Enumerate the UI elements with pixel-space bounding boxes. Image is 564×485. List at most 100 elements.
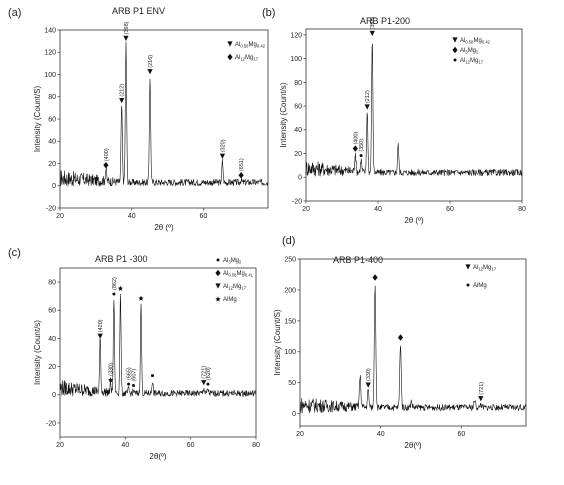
legend-marker — [227, 41, 233, 47]
x-tick-label: 20 — [296, 431, 304, 438]
legend-marker — [465, 264, 471, 270]
legend-label: Al3Mg2 — [223, 258, 242, 265]
y-tick-label: 120 — [290, 32, 302, 39]
y-tick-label: 140 — [44, 27, 56, 34]
x-tick-label: 60 — [200, 213, 208, 220]
peak-0-marker — [352, 145, 358, 152]
peak-0-label: (400) — [104, 148, 110, 161]
y-axis-label: Intensity (Count/S) — [33, 86, 42, 153]
peak-0-marker — [97, 333, 103, 339]
peak-2-marker — [364, 104, 370, 110]
peak-3-label: (398) — [370, 16, 376, 29]
peak-2-marker — [112, 292, 116, 296]
y-tick-label: 20 — [48, 364, 56, 371]
y-axis-label: Intensity (Count/S) — [273, 309, 282, 376]
chart-title: ARB P1 ENV — [112, 6, 165, 16]
xrd-trace — [299, 285, 527, 414]
y-tick-label: 200 — [284, 287, 296, 294]
y-tick-label: 60 — [48, 116, 56, 123]
peak-0-label: (420) — [98, 319, 104, 332]
legend-marker — [215, 269, 221, 277]
legend-label: Al3Mg2 — [460, 48, 479, 55]
legend-label: Al0.58Mg0.4L — [223, 271, 254, 278]
y-tick-label: 80 — [48, 94, 56, 101]
x-tick-label: 40 — [121, 442, 129, 449]
peak-1-marker — [359, 154, 363, 158]
chart-panel-a: (a) ARB P1 ENV 20 40 60 -20 0 20 40 60 80 100 120 140… — [8, 6, 269, 232]
legend-marker — [215, 296, 221, 302]
y-tick-label: 100 — [44, 72, 56, 79]
y-tick-label: 20 — [48, 161, 56, 168]
y-tick-label: 120 — [44, 50, 56, 57]
y-tick-label: 150 — [284, 318, 296, 325]
peak-4-marker — [219, 153, 226, 159]
chart-title: ARB P1-400 — [333, 255, 383, 265]
peak-0-marker — [103, 161, 109, 169]
peak-2-marker — [372, 274, 378, 281]
y-tick-label: 50 — [288, 380, 296, 387]
y-tick-label: 80 — [48, 279, 56, 286]
chart-title: ARB P1-200 — [360, 16, 410, 26]
legend-label: Al12Mg17 — [460, 58, 484, 65]
x-tick-label: 60 — [446, 206, 454, 213]
peak-8-marker — [201, 380, 207, 386]
peak-5-label: (651) — [239, 158, 245, 171]
plot-frame — [305, 28, 523, 202]
y-tick-label: 100 — [284, 349, 296, 356]
legend-label: Al12Mg17 — [473, 265, 497, 272]
y-axis-label: Intensity (Count/s) — [33, 320, 42, 385]
xrd-trace — [305, 43, 523, 177]
peak-6-label: (721) — [479, 382, 485, 395]
chart-panel-c: (c) ARB P1 -300 20 40 60 80 -20 0 20 40 60 80 2θ(º) I… — [8, 247, 260, 461]
x-tick-label: 40 — [128, 213, 136, 220]
x-tick-label: 20 — [56, 442, 64, 449]
y-tick-label: 20 — [294, 151, 302, 158]
plot-frame — [299, 258, 527, 427]
y-tick-label: -20 — [46, 205, 56, 212]
y-tick-label: 60 — [48, 308, 56, 315]
y-tick-label: 40 — [48, 139, 56, 146]
peak-8-label: (721) — [202, 366, 208, 379]
y-tick-label: 250 — [284, 256, 296, 263]
peak-5-label: (607) — [132, 369, 138, 382]
peak-2-label: (212) — [365, 90, 371, 103]
panel-label: (a) — [8, 7, 21, 19]
peak-0-label: (400) — [353, 132, 359, 145]
peak-9-marker — [206, 382, 210, 386]
peak-5-marker — [132, 384, 135, 388]
x-tick-label: 60 — [458, 431, 466, 438]
x-axis-label: 2θ (º) — [404, 216, 424, 225]
peak-4-marker — [127, 382, 131, 386]
y-tick-label: 40 — [294, 127, 302, 134]
x-tick-label: 80 — [518, 206, 526, 213]
chart-panel-b: (b) ARB P1-200 20 40 60 80 -20 0 20 40 60 80 100 120 2… — [262, 7, 526, 225]
peak-4-label: (320) — [220, 139, 226, 152]
x-axis-label: 2θ (º) — [154, 223, 174, 232]
peak-9-label: (620) — [206, 367, 212, 380]
xrd-trace — [59, 293, 257, 397]
y-tick-label: -20 — [46, 420, 56, 427]
peak-1-label: (330) — [109, 363, 115, 376]
y-tick-label: 0 — [298, 175, 302, 182]
legend-label: AlMg — [223, 297, 237, 303]
y-tick-label: 100 — [290, 56, 302, 63]
legend-marker — [216, 258, 220, 262]
x-tick-label: 40 — [374, 206, 382, 213]
peak-1-label: (330) — [366, 368, 372, 381]
plot-frame — [59, 267, 257, 438]
peak-1-marker — [365, 382, 371, 388]
peak-6-marker — [478, 396, 484, 402]
peak-1-marker — [108, 377, 114, 383]
peak-7-marker — [150, 374, 154, 378]
y-tick-label: 60 — [294, 104, 302, 111]
peak-3-marker — [369, 30, 375, 37]
legend-label: Al0.58Mg0.42 — [460, 38, 491, 45]
peak-1-label: (212) — [120, 84, 126, 97]
x-tick-label: 80 — [252, 442, 260, 449]
x-tick-label: 40 — [377, 431, 385, 438]
chart-title: ARB P1 -300 — [95, 254, 148, 264]
x-tick-label: 20 — [56, 213, 64, 220]
legend-label: Al0.58Mg0.42 — [235, 42, 266, 49]
y-tick-label: 0 — [292, 411, 296, 418]
